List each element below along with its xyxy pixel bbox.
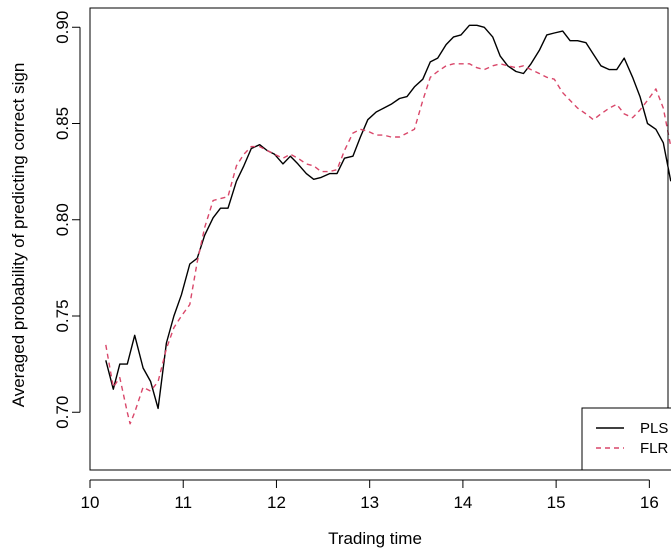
x-axis-label: Trading time [328,529,422,548]
y-tick-label: 0.80 [53,203,72,236]
x-tick-label: 10 [81,493,100,512]
x-axis: 10 11 12 13 14 15 16 [81,479,659,512]
y-tick-label: 0.85 [53,107,72,140]
x-tick-label: 12 [267,493,286,512]
x-tick-label: 13 [360,493,379,512]
x-tick-label: 11 [174,493,192,512]
x-tick-label: 14 [453,493,472,512]
series-line-pls [105,24,671,410]
legend-label-flr: FLR [640,440,669,457]
x-tick-label: 16 [640,493,659,512]
plot-series [105,24,671,425]
legend-box [581,407,671,471]
legend-label-pls: PLS [640,420,668,437]
y-tick-label: 0.70 [53,396,72,429]
y-axis-label: Averaged probability of predicting corre… [9,63,28,408]
plot-frame [89,7,669,471]
y-tick-label: 0.75 [53,299,72,332]
legend: PLS FLR [581,407,671,471]
x-tick-label: 15 [547,493,566,512]
series-line-flr [105,63,671,425]
y-tick-label: 0.90 [53,11,72,44]
y-axis: 0.70 0.75 0.80 0.85 0.90 [53,11,81,429]
